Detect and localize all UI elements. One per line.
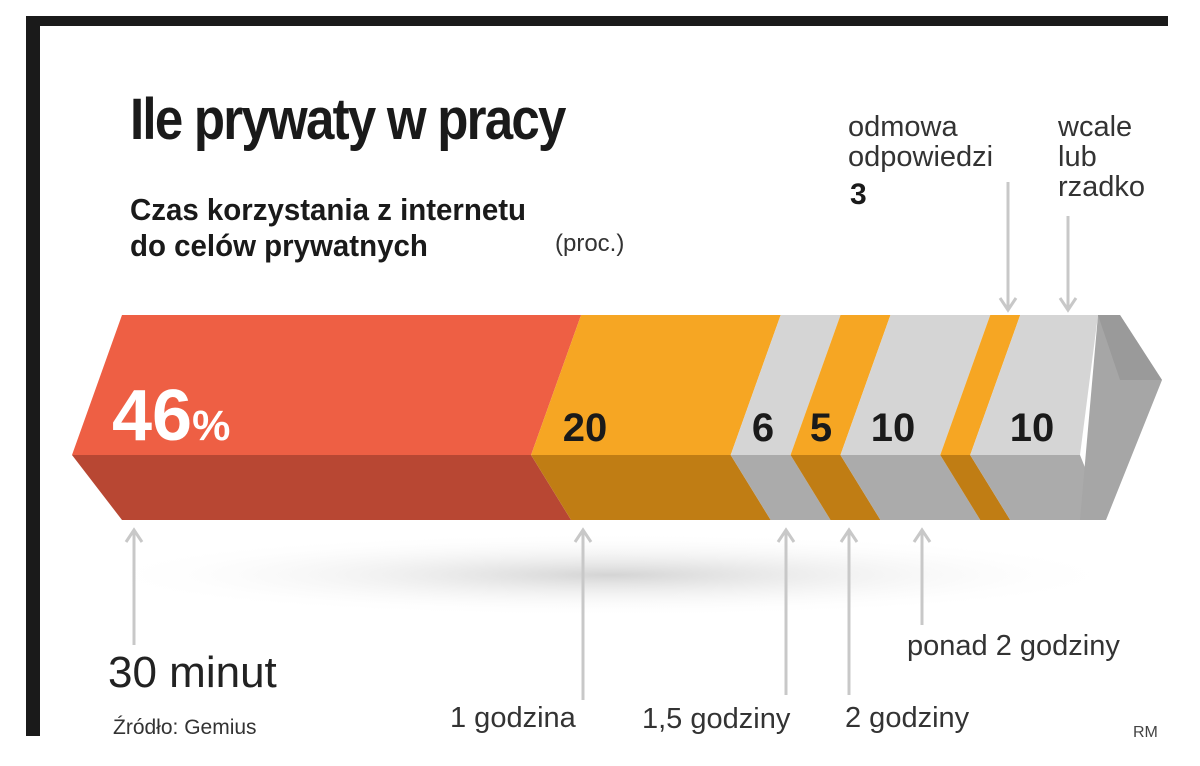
arrow-odmowa-odpowiedzi-head bbox=[998, 297, 1018, 313]
bar-segment-shade bbox=[840, 455, 981, 520]
label-1-godzina: 1 godzina bbox=[450, 702, 576, 734]
unit-label: (proc.) bbox=[555, 230, 625, 257]
bar-segment-shade bbox=[531, 455, 771, 520]
credit: RM bbox=[1133, 724, 1158, 741]
label-odmowa-odpowiedzi: odmowa odpowiedzi bbox=[848, 112, 993, 172]
bar-segment bbox=[940, 315, 1021, 455]
subtitle-line-2: do celów prywatnych bbox=[130, 228, 428, 263]
bar-segments bbox=[72, 315, 1106, 520]
bar-segment-shade bbox=[970, 455, 1106, 520]
arrow-ponad-2-godziny-head bbox=[912, 527, 932, 543]
bar-segment bbox=[840, 315, 991, 455]
chart-title: Ile prywaty w pracy bbox=[130, 87, 566, 152]
bar-segment bbox=[790, 315, 891, 455]
label-2-godziny: 2 godziny bbox=[845, 702, 970, 734]
chart-subtitle: Czas korzystania z internetu do celów pr… bbox=[130, 192, 526, 264]
value-label: 10 bbox=[871, 406, 916, 450]
bar-segment-shade bbox=[730, 455, 831, 520]
bar-segment-shade bbox=[72, 455, 572, 520]
never-line-3: rzadko bbox=[1058, 171, 1146, 203]
never-line-1: wcale bbox=[1058, 111, 1133, 143]
label-ponad-2-godziny: ponad 2 godziny bbox=[907, 630, 1120, 662]
source-note: Źródło: Gemius bbox=[113, 716, 257, 739]
subtitle-line-1: Czas korzystania z internetu bbox=[130, 192, 527, 227]
bar-segment bbox=[531, 315, 781, 455]
label-1-5-godziny: 1,5 godziny bbox=[642, 703, 791, 735]
bar-segment bbox=[72, 315, 582, 455]
value-suffix: % bbox=[192, 402, 230, 450]
frame-left-rule bbox=[26, 16, 40, 736]
bar-segment bbox=[970, 315, 1098, 455]
label-wcale-lub-rzadko: wcale lub rzadko bbox=[1058, 112, 1145, 202]
bar-segment bbox=[730, 315, 841, 455]
arrow-1-godzina-head bbox=[573, 527, 593, 543]
arrow-wcale-lub-rzadko-head bbox=[1058, 297, 1078, 313]
bar-shadow bbox=[90, 533, 1130, 617]
never-line-2: lub bbox=[1058, 141, 1097, 173]
refusal-line-1: odmowa bbox=[848, 111, 958, 143]
bar-segment-shade bbox=[940, 455, 1011, 520]
frame-top-rule bbox=[26, 16, 1168, 26]
arrow-2-godziny-head bbox=[839, 527, 859, 543]
refusal-value: 3 bbox=[850, 178, 867, 211]
arrow-1-5-godziny-head bbox=[776, 527, 796, 543]
pointer-arrows bbox=[124, 182, 1078, 700]
value-label: 5 bbox=[810, 406, 832, 450]
value-labels: 46% 20 6 5 10 10 bbox=[112, 376, 1054, 456]
value-label: 20 bbox=[563, 406, 608, 450]
bar-segment-shade bbox=[790, 455, 881, 520]
arrow-30-minut-head bbox=[124, 527, 144, 543]
value-label: 6 bbox=[752, 406, 774, 450]
label-30-minut: 30 minut bbox=[108, 648, 277, 697]
frame-corner-inner bbox=[40, 26, 122, 38]
refusal-line-2: odpowiedzi bbox=[848, 141, 994, 173]
value-label: 10 bbox=[1010, 406, 1055, 450]
bar-end-cap-top bbox=[1098, 315, 1162, 380]
